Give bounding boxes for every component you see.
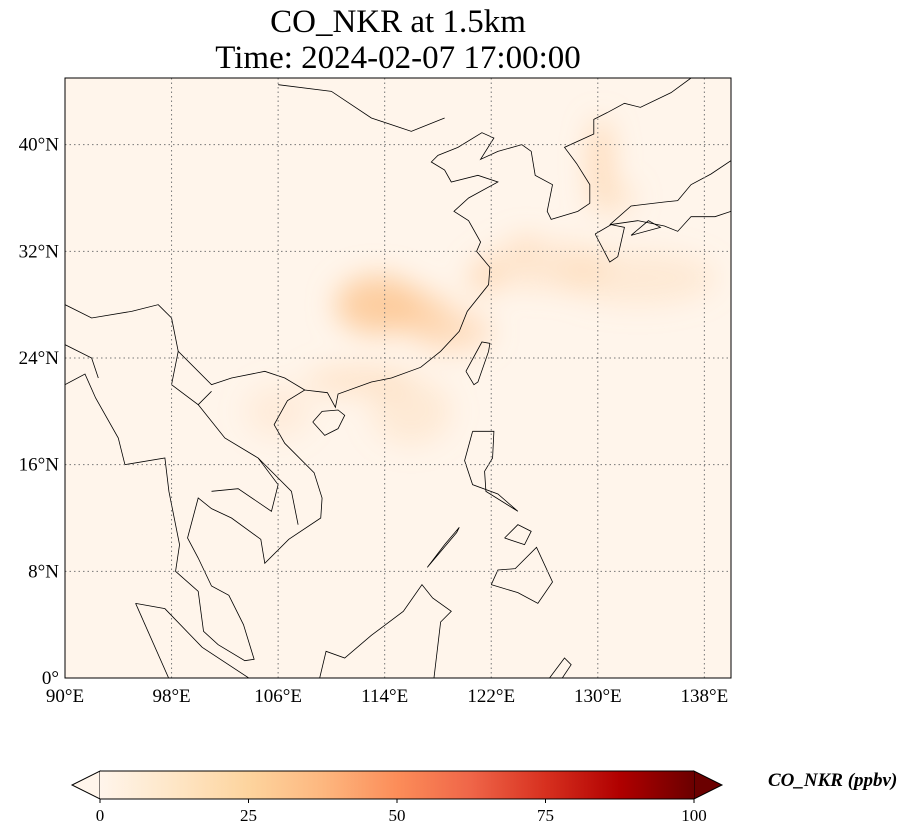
y-tick-label: 40°N (19, 135, 60, 156)
x-tick-label: 122°E (467, 686, 515, 707)
plume-blob (371, 378, 452, 445)
coastline (319, 583, 452, 678)
plume-blob (587, 182, 636, 214)
coastline (257, 457, 299, 525)
coastline (135, 603, 170, 678)
colorbar-tick-label: 25 (240, 806, 257, 825)
x-tick-label: 98°E (152, 686, 190, 707)
x-axis-ticks: 90°E 98°E 106°E 114°E 122°E 130°E 138°E (46, 686, 728, 707)
coastline (171, 351, 212, 406)
coastline (609, 160, 731, 232)
x-tick-label: 106°E (254, 686, 302, 707)
coastline (490, 546, 553, 604)
coastline (278, 84, 445, 132)
map-frame (64, 77, 732, 679)
coastline (549, 657, 572, 678)
colorbar-tick-label: 50 (389, 806, 406, 825)
x-tick-label: 114°E (361, 686, 408, 707)
map-title: CO_NKR at 1.5km (270, 4, 526, 40)
coastline (65, 78, 692, 662)
colorbar: 0 25 50 75 100 (70, 770, 724, 825)
colorbar-extend-min (70, 770, 101, 800)
coastline (312, 409, 346, 436)
colorbar-tick-label: 100 (681, 806, 707, 825)
plume-blob (589, 118, 612, 198)
plume-blob (557, 251, 718, 305)
coastline (135, 602, 250, 678)
y-tick-label: 32°N (19, 241, 60, 262)
y-tick-label: 24°N (19, 348, 60, 369)
colorbar-tick-label: 75 (537, 806, 554, 825)
coastline (464, 430, 519, 512)
colorbar-gradient (100, 771, 694, 799)
coastlines (65, 78, 731, 678)
coastline (504, 524, 532, 546)
map-time: Time: 2024-02-07 17:00:00 (215, 40, 581, 76)
coastline (465, 341, 491, 386)
co-plume (244, 118, 718, 445)
y-tick-label: 16°N (19, 455, 60, 476)
y-axis-ticks: 0° 8°N 16°N 24°N 32°N 40°N (19, 135, 60, 689)
coastline (594, 224, 625, 263)
x-tick-label: 90°E (46, 686, 84, 707)
colorbar-tick-label: 0 (96, 806, 105, 825)
y-tick-label: 8°N (28, 561, 59, 582)
plume-blob (411, 311, 492, 352)
coastline (197, 404, 279, 512)
colorbar-extend-max (693, 770, 724, 800)
x-tick-label: 138°E (681, 686, 729, 707)
y-tick-label: 0° (42, 668, 59, 689)
gridlines (65, 78, 731, 678)
colorbar-label: CO_NKR (ppbv) (768, 770, 898, 791)
x-tick-label: 130°E (574, 686, 622, 707)
coastline (426, 527, 460, 568)
coastline (65, 344, 99, 379)
